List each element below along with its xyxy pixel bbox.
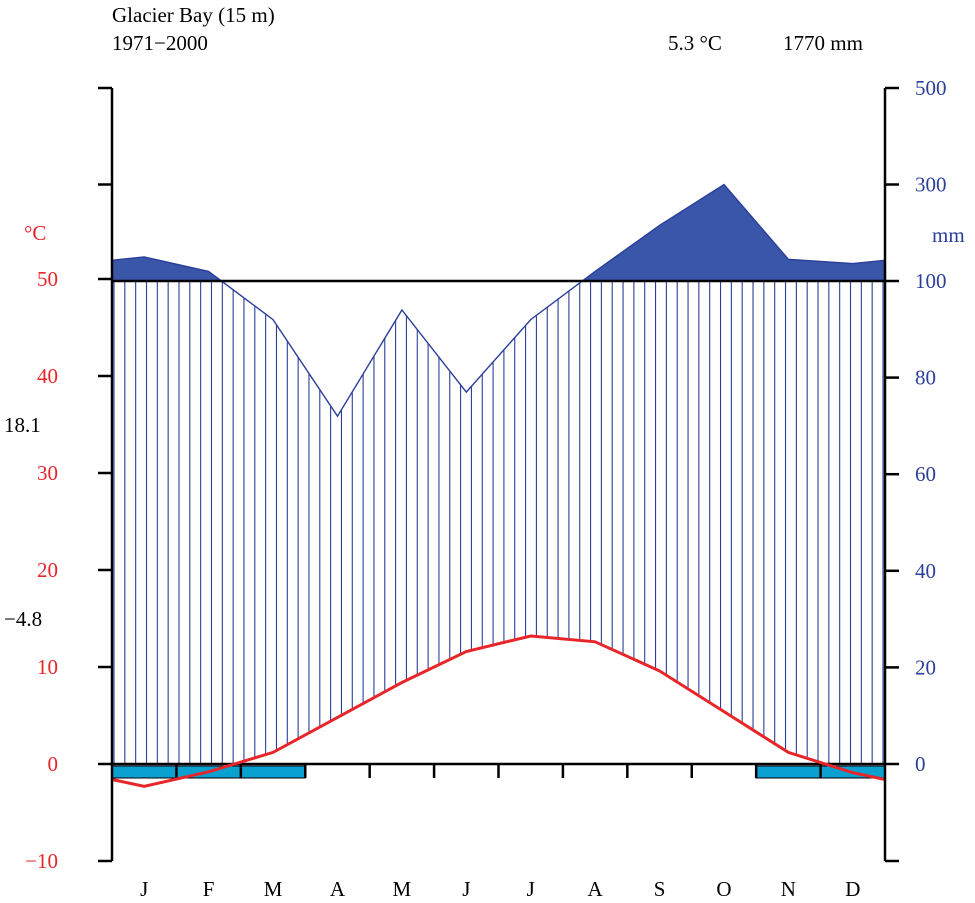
- right-tick-label: 60: [915, 462, 936, 486]
- right-tick-label: 40: [915, 559, 936, 583]
- right-tick-label: 300: [915, 173, 947, 197]
- month-label: J: [140, 877, 148, 901]
- frost-bar: [240, 765, 306, 779]
- precipitation-line: [111, 183, 886, 418]
- left-tick-label: 20: [37, 558, 58, 582]
- month-label: M: [264, 877, 283, 901]
- left-tick-label: 10: [37, 655, 58, 679]
- frost-bar: [755, 765, 822, 779]
- left-tick-label: 40: [37, 364, 58, 388]
- right-tick-label: 500: [915, 76, 947, 100]
- right-tick-label: 0: [915, 752, 926, 776]
- humid-area: [112, 185, 885, 281]
- annual-precipitation-label: 1770 mm: [783, 31, 863, 55]
- month-label: A: [330, 877, 346, 901]
- temperature-line: [111, 634, 886, 788]
- left-tick-label: 0: [48, 752, 59, 776]
- month-label: D: [845, 877, 860, 901]
- month-label: J: [462, 877, 470, 901]
- station-title: Glacier Bay (15 m): [112, 3, 275, 27]
- right-tick-label: 100: [915, 269, 947, 293]
- period-label: 1971−2000: [112, 31, 208, 55]
- month-label: S: [654, 877, 666, 901]
- right-tick-label: 80: [915, 366, 936, 390]
- left-tick-label: 30: [37, 461, 58, 485]
- month-label: M: [393, 877, 412, 901]
- month-label: A: [588, 877, 604, 901]
- month-label: N: [781, 877, 796, 901]
- left-axis-unit: °C: [24, 221, 46, 245]
- right-axis-unit: mm: [932, 223, 965, 247]
- min-temperature-value: −4.8: [4, 607, 42, 631]
- month-label: J: [527, 877, 535, 901]
- frost-bar: [111, 765, 177, 779]
- month-label: F: [203, 877, 215, 901]
- mean-temperature-label: 5.3 °C: [668, 31, 722, 55]
- left-tick-label: 50: [37, 267, 58, 291]
- left-tick-label: −10: [25, 849, 58, 873]
- right-tick-label: 20: [915, 655, 936, 679]
- month-label: O: [716, 877, 731, 901]
- max-temperature-value: 18.1: [4, 413, 41, 437]
